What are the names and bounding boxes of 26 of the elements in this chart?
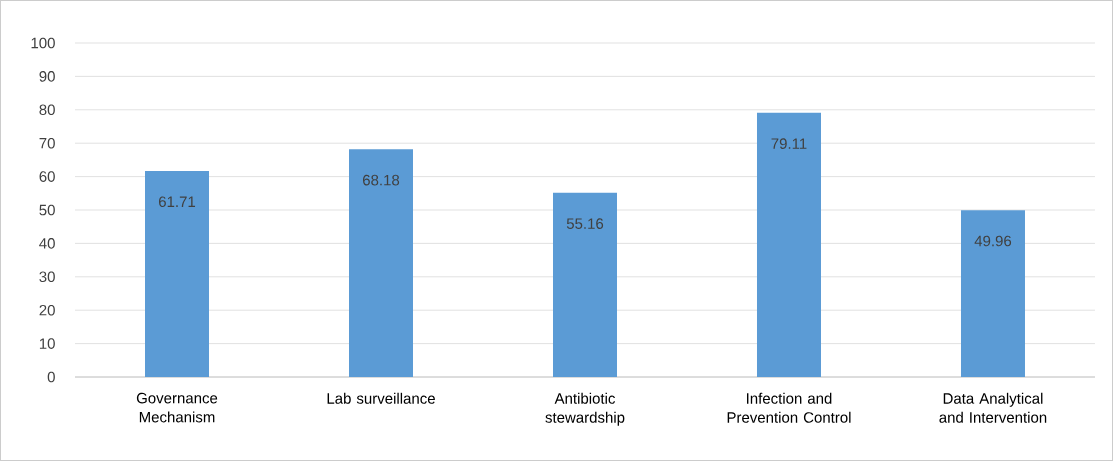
y-tick-label: 60 <box>39 171 55 182</box>
y-tick-label: 20 <box>39 304 55 316</box>
bar <box>960 210 1025 377</box>
y-tick-label: 0 <box>47 371 55 383</box>
data-label: 55.16 <box>566 218 604 229</box>
data-label: 61.71 <box>159 196 196 208</box>
x-tick-label: Data Analytical and Intervention <box>939 392 1047 423</box>
y-tick-label: 10 <box>39 338 55 349</box>
y-tick-label: 100 <box>31 37 55 49</box>
y-tick-label: 80 <box>39 104 55 116</box>
data-label: 79.11 <box>771 138 807 149</box>
data-label: 68.18 <box>363 174 400 186</box>
bar <box>349 149 413 377</box>
x-tick-label: Infection and Prevention Control <box>727 392 851 423</box>
bar <box>553 192 617 377</box>
x-tick-label: Governance Mechanism <box>136 392 218 423</box>
data-label: 49.96 <box>974 235 1012 247</box>
y-tick-label: 70 <box>39 137 55 149</box>
y-tick-label: 40 <box>39 238 55 249</box>
x-tick-label: Antibiotic stewardship <box>545 392 625 426</box>
y-tick-label: 90 <box>39 71 55 82</box>
y-tick-label: 50 <box>39 204 55 216</box>
bar <box>756 112 821 377</box>
y-tick-label: 30 <box>39 271 55 283</box>
bar <box>145 170 210 377</box>
x-tick-label: Lab surveillance <box>327 392 435 404</box>
